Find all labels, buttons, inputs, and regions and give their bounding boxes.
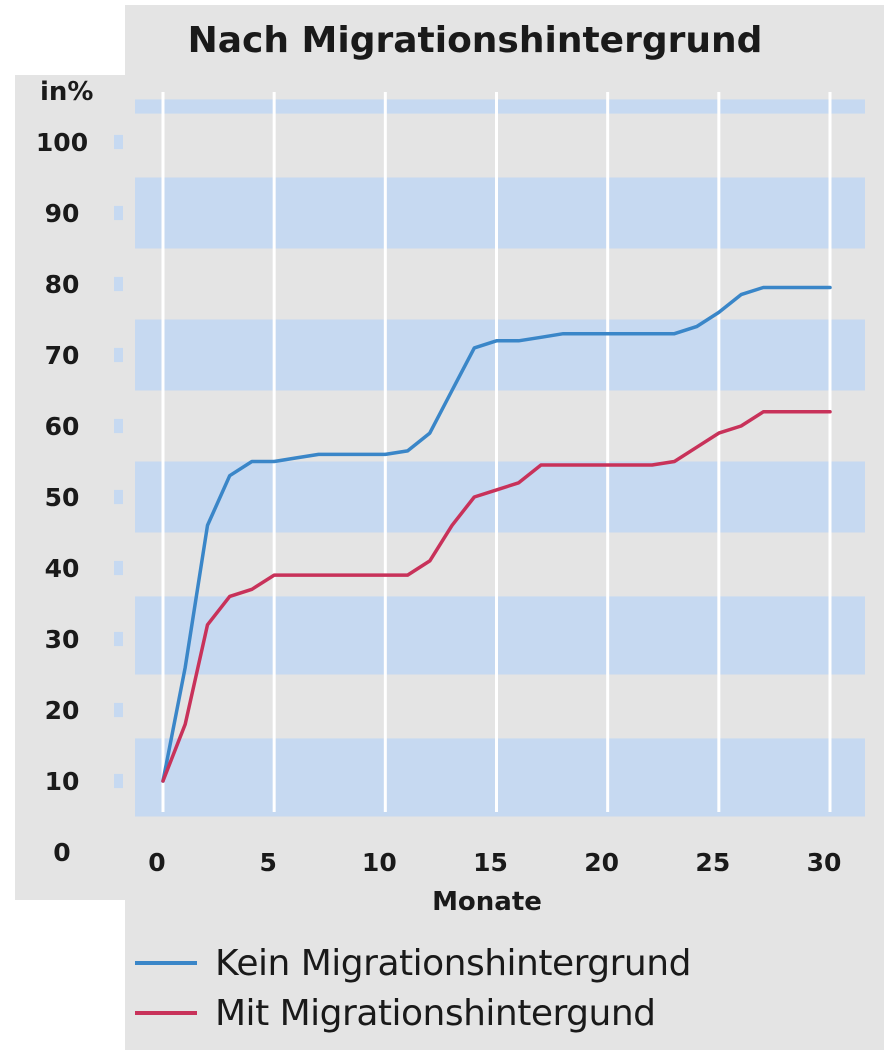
ytick-label-50: 50 xyxy=(45,483,80,512)
grid-band-5 xyxy=(135,99,865,114)
grid-bands xyxy=(135,99,865,817)
tick-labels: 0 10 20 30 40 50 60 70 80 90 100 0 5 10 15 20 25 30 xyxy=(36,128,841,877)
title-background xyxy=(125,5,884,75)
xtick-label-25: 25 xyxy=(695,848,730,877)
xtick-label-15: 15 xyxy=(473,848,508,877)
legend-swatch-mit xyxy=(135,1011,197,1015)
ytick-label-100: 100 xyxy=(36,128,88,157)
ytick-label-40: 40 xyxy=(45,554,80,583)
ytick-mark-70 xyxy=(114,347,123,363)
legend-label-mit: Mit Migrationshintergund xyxy=(215,992,656,1034)
legend-label-kein: Kein Migrationshintergrund xyxy=(215,942,691,984)
y-axis-label: in% xyxy=(40,77,93,107)
x-axis-label: Monate xyxy=(432,887,542,917)
ytick-mark-90 xyxy=(114,205,123,221)
grid-band-2 xyxy=(135,461,865,533)
xtick-label-0: 0 xyxy=(148,848,165,877)
xtick-label-30: 30 xyxy=(807,848,842,877)
y-tick-marks xyxy=(114,134,123,789)
ytick-mark-100 xyxy=(114,134,123,150)
chart-title: Nach Migrationshintergrund xyxy=(188,20,763,61)
grid-band-3 xyxy=(135,319,865,391)
grid-band-0 xyxy=(135,738,865,817)
ytick-label-60: 60 xyxy=(45,412,80,441)
legend-item-kein: Kein Migrationshintergrund xyxy=(135,938,691,988)
ytick-label-20: 20 xyxy=(45,696,80,725)
vertical-gridlines xyxy=(161,92,832,812)
ytick-label-70: 70 xyxy=(45,341,80,370)
series-line-0 xyxy=(161,285,832,783)
series-line-1 xyxy=(161,410,832,783)
ytick-mark-80 xyxy=(114,276,123,292)
ytick-mark-10 xyxy=(114,773,123,789)
legend-swatch-kein xyxy=(135,961,197,965)
ytick-mark-40 xyxy=(114,560,123,576)
ytick-label-0: 0 xyxy=(53,838,70,867)
ytick-mark-30 xyxy=(114,631,123,647)
series-lines xyxy=(161,285,832,783)
grid-band-1 xyxy=(135,596,865,675)
legend: Kein Migrationshintergrund Mit Migration… xyxy=(135,938,691,1038)
xtick-label-10: 10 xyxy=(362,848,397,877)
ytick-mark-50 xyxy=(114,489,123,505)
legend-item-mit: Mit Migrationshintergund xyxy=(135,988,691,1038)
xtick-label-20: 20 xyxy=(584,848,619,877)
ytick-mark-60 xyxy=(114,418,123,434)
ytick-mark-20 xyxy=(114,702,123,718)
ytick-label-90: 90 xyxy=(45,199,80,228)
grid-band-4 xyxy=(135,177,865,249)
legend-background xyxy=(125,900,884,1050)
ytick-label-30: 30 xyxy=(45,625,80,654)
ytick-label-10: 10 xyxy=(45,767,80,796)
ytick-label-80: 80 xyxy=(45,270,80,299)
xtick-label-5: 5 xyxy=(259,848,276,877)
